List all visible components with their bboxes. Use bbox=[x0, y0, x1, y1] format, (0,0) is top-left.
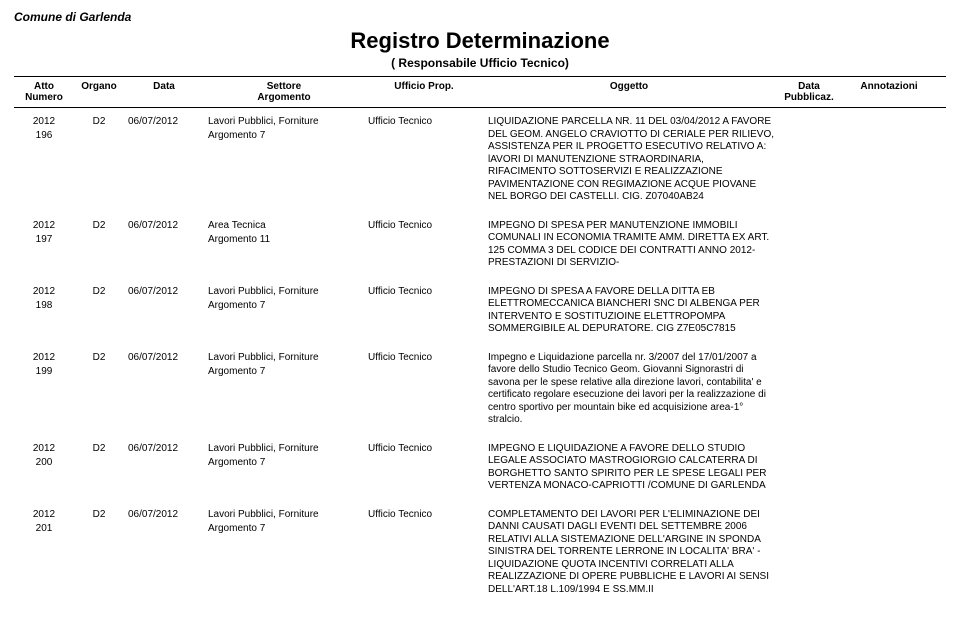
col-data-line1: Data bbox=[124, 81, 204, 92]
cell-settore: Lavori Pubblici, Forniture Argomento 7 bbox=[204, 509, 364, 534]
table-row: 2012 201 D2 06/07/2012 Lavori Pubblici, … bbox=[14, 503, 946, 607]
cell-settore: Lavori Pubblici, Forniture Argomento 7 bbox=[204, 116, 364, 141]
table-row: 2012 196 D2 06/07/2012 Lavori Pubblici, … bbox=[14, 110, 946, 214]
cell-atto: 2012 199 bbox=[14, 352, 74, 377]
cell-ufficio: Ufficio Tecnico bbox=[364, 509, 484, 520]
cell-settore-text: Lavori Pubblici, Forniture bbox=[208, 443, 364, 454]
cell-settore: Area Tecnica Argomento 11 bbox=[204, 220, 364, 245]
cell-organo: D2 bbox=[74, 352, 124, 363]
col-organo-line1: Organo bbox=[74, 81, 124, 92]
cell-organo: D2 bbox=[74, 220, 124, 231]
cell-ufficio: Ufficio Tecnico bbox=[364, 443, 484, 454]
col-settore-line1: Settore bbox=[204, 81, 364, 92]
cell-organo: D2 bbox=[74, 116, 124, 127]
cell-argomento: Argomento 7 bbox=[208, 457, 364, 468]
cell-settore: Lavori Pubblici, Forniture Argomento 7 bbox=[204, 286, 364, 311]
cell-settore-text: Lavori Pubblici, Forniture bbox=[208, 116, 364, 127]
cell-argomento: Argomento 7 bbox=[208, 366, 364, 377]
page-subtitle: ( Responsabile Ufficio Tecnico) bbox=[14, 56, 946, 70]
cell-atto: 2012 196 bbox=[14, 116, 74, 141]
col-annotazioni: Annotazioni bbox=[844, 81, 934, 103]
cell-oggetto: Impegno e Liquidazione parcella nr. 3/20… bbox=[484, 352, 774, 427]
col-settore: Settore Argomento bbox=[204, 81, 364, 103]
cell-settore-text: Lavori Pubblici, Forniture bbox=[208, 286, 364, 297]
cell-argomento: Argomento 7 bbox=[208, 300, 364, 311]
col-oggetto: Oggetto bbox=[484, 81, 774, 103]
cell-numero: 199 bbox=[14, 366, 74, 377]
cell-settore-text: Lavori Pubblici, Forniture bbox=[208, 352, 364, 363]
cell-data: 06/07/2012 bbox=[124, 286, 204, 297]
cell-data: 06/07/2012 bbox=[124, 443, 204, 454]
cell-oggetto: IMPEGNO E LIQUIDAZIONE A FAVORE DELLO ST… bbox=[484, 443, 774, 493]
rows-container: 2012 196 D2 06/07/2012 Lavori Pubblici, … bbox=[14, 110, 946, 606]
cell-organo: D2 bbox=[74, 286, 124, 297]
col-pubblicaz: Data Pubblicaz. bbox=[774, 81, 844, 103]
table-row: 2012 200 D2 06/07/2012 Lavori Pubblici, … bbox=[14, 437, 946, 503]
page-title: Registro Determinazione bbox=[14, 28, 946, 54]
col-ufficio: Ufficio Prop. bbox=[364, 81, 484, 103]
cell-oggetto: IMPEGNO DI SPESA A FAVORE DELLA DITTA EB… bbox=[484, 286, 774, 336]
cell-anno: 2012 bbox=[14, 286, 74, 297]
table-row: 2012 197 D2 06/07/2012 Area Tecnica Argo… bbox=[14, 214, 946, 280]
cell-data: 06/07/2012 bbox=[124, 116, 204, 127]
col-ann-line1: Annotazioni bbox=[844, 81, 934, 92]
header-separator-bottom bbox=[14, 107, 946, 108]
cell-ufficio: Ufficio Tecnico bbox=[364, 352, 484, 363]
cell-anno: 2012 bbox=[14, 509, 74, 520]
cell-ufficio: Ufficio Tecnico bbox=[364, 286, 484, 297]
cell-anno: 2012 bbox=[14, 443, 74, 454]
cell-settore: Lavori Pubblici, Forniture Argomento 7 bbox=[204, 352, 364, 377]
cell-organo: D2 bbox=[74, 509, 124, 520]
col-pub-line1: Data bbox=[774, 81, 844, 92]
col-atto-line2: Numero bbox=[14, 92, 74, 103]
col-organo: Organo bbox=[74, 81, 124, 103]
cell-numero: 198 bbox=[14, 300, 74, 311]
cell-numero: 197 bbox=[14, 234, 74, 245]
cell-atto: 2012 197 bbox=[14, 220, 74, 245]
col-data: Data bbox=[124, 81, 204, 103]
col-atto: Atto Numero bbox=[14, 81, 74, 103]
col-pub-line2: Pubblicaz. bbox=[774, 92, 844, 103]
cell-oggetto: IMPEGNO DI SPESA PER MANUTENZIONE IMMOBI… bbox=[484, 220, 774, 270]
cell-argomento: Argomento 7 bbox=[208, 523, 364, 534]
cell-anno: 2012 bbox=[14, 352, 74, 363]
cell-data: 06/07/2012 bbox=[124, 509, 204, 520]
cell-atto: 2012 201 bbox=[14, 509, 74, 534]
col-oggetto-line1: Oggetto bbox=[484, 81, 774, 92]
header-separator-top bbox=[14, 76, 946, 77]
cell-oggetto: COMPLETAMENTO DEI LAVORI PER L'ELIMINAZI… bbox=[484, 509, 774, 597]
cell-atto: 2012 198 bbox=[14, 286, 74, 311]
cell-numero: 201 bbox=[14, 523, 74, 534]
cell-organo: D2 bbox=[74, 443, 124, 454]
table-row: 2012 198 D2 06/07/2012 Lavori Pubblici, … bbox=[14, 280, 946, 346]
cell-settore-text: Area Tecnica bbox=[208, 220, 364, 231]
col-atto-line1: Atto bbox=[14, 81, 74, 92]
cell-numero: 196 bbox=[14, 130, 74, 141]
cell-argomento: Argomento 7 bbox=[208, 130, 364, 141]
col-settore-line2: Argomento bbox=[204, 92, 364, 103]
cell-atto: 2012 200 bbox=[14, 443, 74, 468]
column-header-row: Atto Numero Organo Data Settore Argoment… bbox=[14, 79, 946, 105]
cell-data: 06/07/2012 bbox=[124, 220, 204, 231]
cell-settore: Lavori Pubblici, Forniture Argomento 7 bbox=[204, 443, 364, 468]
municipality-title: Comune di Garlenda bbox=[14, 10, 946, 24]
cell-ufficio: Ufficio Tecnico bbox=[364, 220, 484, 231]
table-row: 2012 199 D2 06/07/2012 Lavori Pubblici, … bbox=[14, 346, 946, 437]
cell-anno: 2012 bbox=[14, 116, 74, 127]
cell-data: 06/07/2012 bbox=[124, 352, 204, 363]
cell-ufficio: Ufficio Tecnico bbox=[364, 116, 484, 127]
cell-numero: 200 bbox=[14, 457, 74, 468]
col-ufficio-line1: Ufficio Prop. bbox=[364, 81, 484, 92]
cell-oggetto: LIQUIDAZIONE PARCELLA NR. 11 DEL 03/04/2… bbox=[484, 116, 774, 204]
cell-argomento: Argomento 11 bbox=[208, 234, 364, 245]
cell-settore-text: Lavori Pubblici, Forniture bbox=[208, 509, 364, 520]
cell-anno: 2012 bbox=[14, 220, 74, 231]
